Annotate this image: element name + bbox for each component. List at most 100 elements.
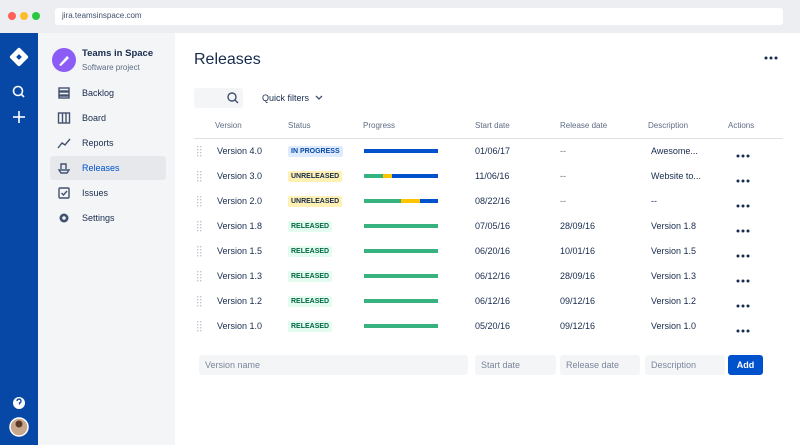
nav-item[interactable]: Releases [82, 163, 120, 173]
row-actions[interactable] [735, 222, 751, 233]
url: jira.teamsinspace.com [62, 11, 142, 20]
version[interactable]: Version 3.0 [217, 171, 263, 181]
start-date: 06/12/16 [475, 296, 511, 306]
nav-item[interactable]: Settings [82, 213, 115, 223]
nav-icon-svg [57, 138, 71, 149]
dots [736, 179, 750, 183]
dots [736, 304, 750, 308]
progress-todo [419, 199, 438, 203]
row-actions[interactable] [735, 247, 751, 258]
project-type: Software project [82, 63, 140, 72]
drag-dots [197, 146, 202, 157]
address-bar[interactable] [55, 8, 783, 25]
status-lozenge: UNRELEASED [288, 171, 343, 182]
dots [736, 154, 750, 158]
start-date: 08/22/16 [475, 196, 511, 206]
progress-todo [392, 174, 438, 178]
column-header: Progress [363, 121, 396, 130]
start-date: 06/20/16 [475, 246, 511, 256]
version[interactable]: Version 1.8 [217, 221, 263, 231]
description: -- [651, 196, 657, 206]
release-date: 28/09/16 [560, 221, 596, 231]
project-avatar [52, 48, 76, 72]
input-field[interactable] [199, 355, 468, 375]
chevron [315, 95, 323, 100]
drag-dots [197, 171, 202, 182]
drag-dots [197, 246, 202, 257]
search-icon [227, 92, 239, 104]
status-lozenge: RELEASED [288, 221, 333, 232]
window-controls [8, 12, 40, 20]
dots [736, 204, 750, 208]
description: Version 1.2 [651, 296, 697, 306]
version[interactable]: Version 2.0 [217, 196, 263, 206]
nav-item[interactable]: Board [82, 113, 107, 123]
release-date: -- [560, 196, 566, 206]
drag-handle [197, 245, 203, 257]
start-date: 06/12/16 [475, 271, 511, 281]
nav-item[interactable]: Backlog [82, 88, 115, 98]
status-lozenge: RELEASED [288, 321, 333, 332]
progress-done [364, 224, 438, 228]
dots [736, 254, 750, 258]
version[interactable]: Version 1.0 [217, 321, 263, 331]
nav-active-bg [50, 156, 166, 180]
nav-item[interactable]: Issues [82, 188, 109, 198]
column-header: Actions [728, 121, 755, 130]
add-button-label: Add [736, 360, 755, 370]
row-actions[interactable] [735, 322, 751, 333]
row-actions[interactable] [735, 297, 751, 308]
input-placeholder: Release date [566, 360, 620, 370]
description: Website to... [651, 171, 701, 181]
start-date: 01/06/17 [475, 146, 511, 156]
row-actions[interactable] [735, 172, 751, 183]
row-actions[interactable] [735, 197, 751, 208]
nav-icon-svg [57, 112, 71, 124]
drag-handle [197, 320, 203, 332]
nav-icon [57, 161, 71, 175]
nav-item[interactable]: Reports [82, 138, 114, 148]
progress-todo [364, 149, 438, 153]
drag-handle [197, 195, 203, 207]
input-field[interactable] [560, 355, 640, 375]
dots [736, 329, 750, 333]
drag-handle [197, 220, 203, 232]
dots [736, 279, 750, 283]
status-lozenge: IN PROGRESS [288, 146, 343, 157]
progress-done [364, 324, 438, 328]
drag-dots [197, 221, 202, 232]
quick-filters[interactable]: Quick filters [262, 93, 310, 103]
version[interactable]: Version 1.2 [217, 296, 263, 306]
progress-done [364, 274, 438, 278]
version[interactable]: Version 4.0 [217, 146, 263, 156]
add-button[interactable] [728, 355, 763, 375]
page-title: Releases [194, 51, 261, 68]
release-date: 28/09/16 [560, 271, 596, 281]
input-field[interactable] [475, 355, 556, 375]
column-header: Release date [560, 121, 608, 130]
nav-icon-svg [57, 163, 71, 174]
version[interactable]: Version 1.5 [217, 246, 263, 256]
nav-icon-svg [58, 87, 70, 99]
progress-in-progress [382, 174, 393, 178]
start-date: 07/05/16 [475, 221, 511, 231]
nav-icon [57, 136, 71, 150]
description: Version 1.8 [651, 221, 697, 231]
version[interactable]: Version 1.3 [217, 271, 263, 281]
drag-dots [197, 271, 202, 282]
drag-dots [197, 321, 202, 332]
progress-done [364, 174, 383, 178]
more-menu[interactable] [763, 54, 779, 62]
row-actions[interactable] [735, 272, 751, 283]
progress-in-progress [401, 199, 420, 203]
description: Version 1.3 [651, 271, 697, 281]
drag-dots [197, 196, 202, 207]
column-header: Description [648, 121, 689, 130]
global-nav-icons [9, 47, 29, 437]
nav-icon-svg [58, 187, 70, 199]
project-name: Teams in Space [82, 48, 154, 59]
input-field[interactable] [645, 355, 725, 375]
input-placeholder: Start date [481, 360, 521, 370]
row-actions[interactable] [735, 147, 751, 158]
